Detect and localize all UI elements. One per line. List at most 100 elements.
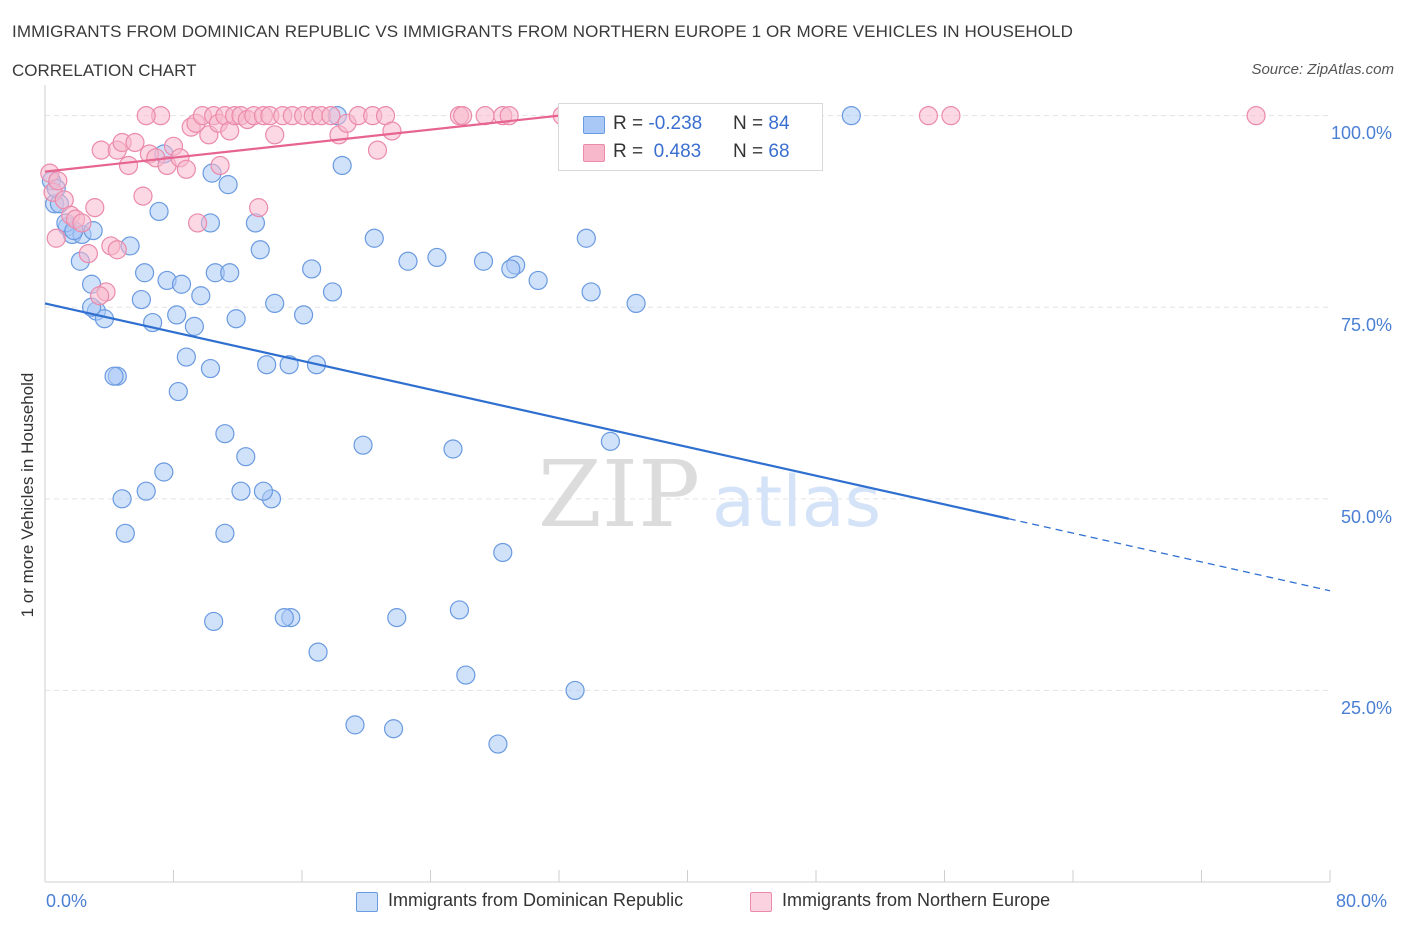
northern-europe-point: [249, 198, 269, 218]
dominican-point: [576, 228, 596, 248]
northern-europe-point: [91, 140, 111, 160]
northern-europe-point: [125, 132, 145, 153]
northern-europe-point: [210, 155, 230, 176]
dominican-point: [136, 481, 156, 501]
dominican-point: [171, 274, 192, 294]
northern-europe-trend-line: [44, 114, 560, 173]
blue-swatch: [583, 116, 605, 134]
dominican-point: [600, 431, 621, 451]
dominican-point: [398, 251, 418, 271]
n-value: 68: [768, 141, 790, 162]
northern-europe-point: [187, 213, 208, 233]
northern-europe-point: [941, 106, 961, 126]
dominican-point: [250, 240, 270, 260]
northern-europe-point: [382, 121, 402, 141]
x-tick-max: 80.0%: [1336, 891, 1388, 911]
northern-europe-point: [90, 286, 110, 306]
dominican-point: [115, 523, 135, 543]
dominican-point: [322, 282, 343, 302]
pink-swatch: [750, 892, 772, 912]
n-label: N =: [733, 113, 769, 134]
dominican-point: [218, 175, 238, 195]
dominican-point: [308, 642, 328, 662]
chart-title: IMMIGRANTS FROM DOMINICAN REPUBLIC VS IM…: [12, 22, 1074, 41]
dominican-point: [184, 316, 204, 336]
watermark-atlas: atlas: [712, 461, 881, 543]
dominican-trend-line: [44, 302, 1009, 520]
northern-europe-point: [1246, 106, 1266, 126]
dominican-point: [488, 734, 508, 754]
dominican-point: [149, 201, 169, 222]
northern-europe-point: [46, 228, 66, 248]
dominican-point: [257, 355, 277, 375]
dominican-point: [387, 608, 407, 628]
northern-europe-point: [85, 198, 105, 218]
northern-europe-point: [48, 171, 68, 191]
x-tick-min: 0.0%: [46, 891, 88, 911]
dominican-point: [456, 665, 476, 685]
dominican-point: [427, 247, 447, 268]
y-tick-100: 100.0%: [1330, 123, 1392, 143]
dominican-point: [841, 106, 861, 126]
r-label: R =: [613, 113, 649, 134]
dominican-point: [383, 719, 404, 739]
northern-europe-point: [118, 155, 139, 176]
dominican-point: [501, 259, 521, 279]
northern-europe-point: [918, 106, 939, 126]
dominican-point: [345, 715, 365, 735]
n-value: 84: [768, 113, 790, 134]
r-label: R =: [613, 141, 649, 162]
dominican-point: [265, 293, 285, 314]
northern-europe-point: [107, 240, 127, 260]
dominican-point: [581, 282, 601, 302]
blue-swatch: [356, 892, 378, 912]
dominican-point: [112, 489, 132, 509]
dominican-point: [204, 611, 224, 632]
dominican-point: [104, 366, 124, 386]
dominican-point: [191, 286, 211, 306]
dominican-point: [134, 263, 155, 283]
dominican-point: [626, 293, 646, 314]
pink-swatch: [583, 144, 605, 162]
dominican-point: [302, 259, 322, 279]
dominican-point: [167, 305, 187, 325]
dominican-point: [220, 263, 240, 283]
dominican-point: [353, 435, 373, 455]
y-tick-50: 50.0%: [1340, 507, 1392, 527]
dominican-point: [332, 155, 352, 176]
dominican-point: [131, 289, 151, 310]
dominican-point: [253, 481, 274, 501]
dominican-point: [443, 439, 463, 459]
northern-europe-point: [78, 243, 98, 264]
dominican-point: [168, 381, 188, 402]
dominican-point: [154, 462, 174, 482]
r-value: 0.483: [648, 141, 702, 162]
dominican-point: [231, 481, 251, 501]
northern-europe-point: [265, 125, 285, 145]
northern-europe-point: [367, 140, 388, 160]
dominican-point: [215, 424, 235, 444]
dominican-point: [364, 228, 384, 248]
dominican-point: [473, 251, 494, 271]
northern-europe-point: [321, 106, 341, 126]
y-tick-25: 25.0%: [1340, 698, 1392, 718]
northern-europe-point: [453, 106, 473, 126]
source-credit: Source: ZipAtlas.com: [1251, 61, 1394, 78]
dominican-point: [226, 309, 246, 329]
dominican-point: [294, 305, 314, 325]
dominican-point: [274, 608, 294, 628]
dominican-point: [528, 270, 548, 291]
legend-label: Immigrants from Northern Europe: [782, 890, 1051, 910]
stats-legend: R = -0.238 N = 84 R = 0.483 N = 68: [558, 103, 823, 171]
dominican-point: [200, 358, 221, 379]
n-label: N =: [733, 141, 769, 162]
dominican-point: [493, 542, 513, 563]
northern-europe-point: [72, 213, 92, 233]
y-tick-75: 75.0%: [1340, 315, 1392, 335]
dominican-point: [279, 355, 299, 375]
watermark-zip: ZIP: [538, 441, 700, 548]
dominican-trend-extension: [1008, 518, 1331, 592]
dominican-point: [565, 680, 585, 701]
northern-europe-point: [136, 106, 156, 126]
dominican-point: [449, 600, 470, 620]
